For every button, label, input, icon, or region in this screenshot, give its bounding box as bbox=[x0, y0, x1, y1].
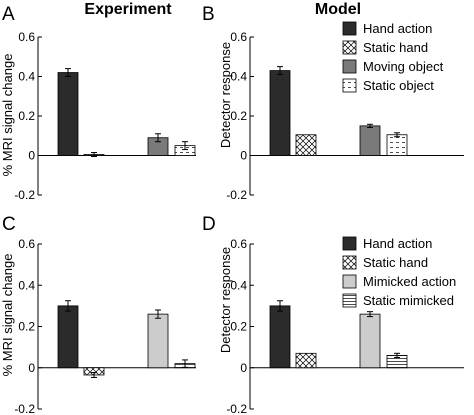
y-tick-label: -0.2 bbox=[14, 402, 35, 415]
y-tick-label: 0.4 bbox=[18, 278, 35, 292]
y-tick-label: 0.4 bbox=[230, 278, 247, 292]
y-tick-label: 0 bbox=[28, 361, 35, 375]
legend-swatch bbox=[342, 78, 357, 93]
legend-swatch bbox=[342, 236, 357, 251]
legend-label: Static mimicked bbox=[363, 293, 454, 308]
legend-swatch bbox=[342, 40, 357, 55]
panel-letter: D bbox=[202, 214, 216, 235]
y-tick-label: -0.2 bbox=[226, 402, 247, 415]
y-tick-label: 0.4 bbox=[18, 70, 35, 84]
y-tick-label: 0.6 bbox=[18, 237, 35, 251]
y-tick-label: -0.2 bbox=[226, 188, 247, 202]
y-tick-label: 0.4 bbox=[230, 70, 247, 84]
panel-c: C -0.2 0 0.2 0.4 0.6% MRI signal change bbox=[0, 214, 196, 415]
y-axis-label: % MRI signal change bbox=[0, 54, 15, 177]
legend-swatch bbox=[342, 274, 357, 289]
legend-label: Mimicked action bbox=[363, 274, 456, 289]
y-tick-label: 0 bbox=[28, 149, 35, 163]
y-tick-label: 0.2 bbox=[18, 320, 35, 334]
legend-label: Hand action bbox=[363, 21, 432, 36]
legend-label: Hand action bbox=[363, 236, 432, 251]
legend-swatch bbox=[342, 21, 357, 36]
legend: Hand action Static hand Mimicked action Sta… bbox=[342, 236, 456, 308]
panel-letter: B bbox=[202, 4, 215, 25]
legend: Hand action Static hand Moving object Stati… bbox=[342, 21, 444, 93]
y-tick-label: 0 bbox=[240, 149, 247, 163]
legend-swatch bbox=[342, 59, 357, 74]
legend-label: Static hand bbox=[363, 255, 428, 270]
bar-mimicked-action bbox=[147, 313, 169, 369]
bar-static-object bbox=[386, 134, 408, 156]
y-tick-label: 0.6 bbox=[230, 30, 247, 44]
bar-hand-action bbox=[57, 305, 79, 369]
panel-a: A -0.2 0 0.2 0.4 0.6% MRI signal change bbox=[0, 4, 196, 202]
column-title-model: Model bbox=[315, 1, 361, 18]
y-tick-label: 0.2 bbox=[230, 109, 247, 123]
legend-swatch bbox=[342, 293, 357, 308]
y-axis-label: Detector response bbox=[218, 247, 233, 353]
bar-static-hand bbox=[295, 134, 317, 156]
panel-letter: A bbox=[2, 4, 15, 25]
y-tick-label: 0.2 bbox=[18, 109, 35, 123]
legend-label: Moving object bbox=[363, 59, 444, 74]
bar-mimicked-action bbox=[359, 313, 381, 369]
y-tick-label: -0.2 bbox=[14, 188, 35, 202]
legend-label: Static hand bbox=[363, 40, 428, 55]
y-tick-label: 0 bbox=[240, 361, 247, 375]
panel-letter: C bbox=[2, 214, 16, 235]
bar-hand-action bbox=[57, 72, 79, 156]
column-title-experiment: Experiment bbox=[84, 1, 172, 18]
bar-hand-action bbox=[269, 70, 291, 156]
bar-hand-action bbox=[269, 305, 291, 369]
y-axis-label: % MRI signal change bbox=[0, 254, 15, 377]
bar-moving-object bbox=[359, 125, 381, 156]
legend-label: Static object bbox=[363, 78, 434, 93]
legend-swatch bbox=[342, 255, 357, 270]
panels: A-0.200.20.40.6% MRI signal changeB-0.20… bbox=[0, 4, 464, 415]
bar-static-hand bbox=[295, 352, 317, 369]
y-tick-label: 0.6 bbox=[230, 237, 247, 251]
y-tick-label: 0.6 bbox=[18, 30, 35, 44]
y-axis-label: Detector response bbox=[218, 42, 233, 148]
y-tick-label: 0.2 bbox=[230, 320, 247, 334]
